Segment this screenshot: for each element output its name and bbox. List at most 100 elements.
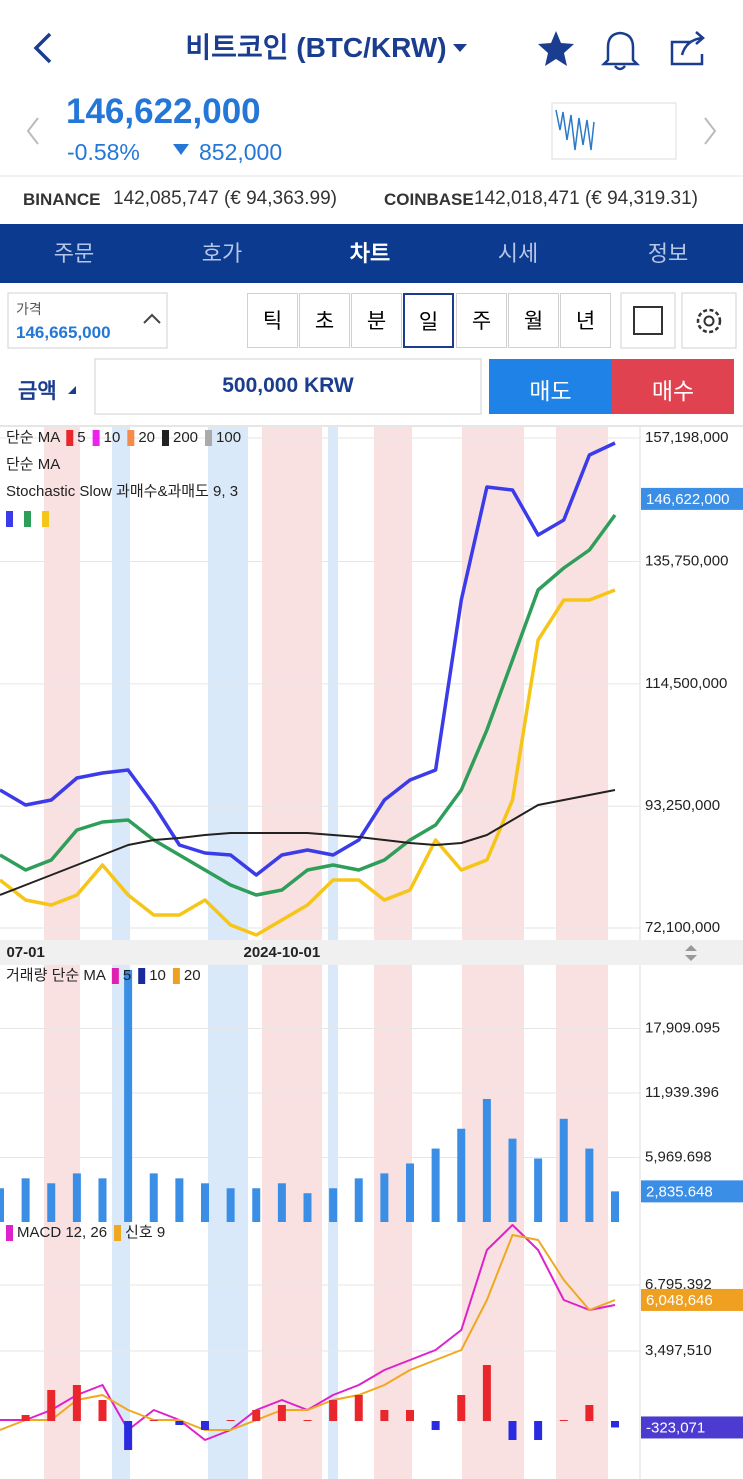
back-button[interactable]	[33, 32, 52, 64]
change: 852,000	[199, 139, 283, 165]
period-button[interactable]: 틱	[247, 293, 298, 348]
volume-bar	[406, 1163, 414, 1222]
volume-bar	[98, 1178, 107, 1222]
legend-item: 5	[77, 429, 85, 446]
tab-active[interactable]: 차트	[349, 241, 391, 266]
layout-button[interactable]	[620, 292, 676, 349]
value-badge-label: 146,622,000	[646, 491, 729, 508]
volume-bar	[303, 1193, 312, 1222]
legend-swatch	[205, 430, 213, 446]
title[interactable]: 비트코인 (BTC/KRW)	[185, 32, 447, 63]
legend-item: MACD 12, 26	[17, 1224, 107, 1241]
prev-button[interactable]	[26, 117, 39, 145]
volume-bar	[252, 1188, 261, 1222]
legend-note: 단순 MA	[6, 456, 60, 473]
value-badge-label: 6,048,646	[646, 1292, 713, 1309]
volume-bar	[47, 1183, 56, 1222]
histogram-bar	[149, 1419, 158, 1421]
next-button[interactable]	[704, 117, 717, 145]
tab[interactable]: 주문	[53, 241, 95, 266]
histogram-bar	[226, 1419, 235, 1421]
tab[interactable]: 정보	[647, 241, 689, 266]
y-tick-label: 157,198,000	[645, 429, 728, 446]
y-tick-label: 114,500,000	[645, 675, 727, 692]
histogram-bar	[534, 1420, 543, 1440]
legend-item: 100	[216, 429, 241, 446]
histogram-bar	[406, 1409, 414, 1421]
buy-button[interactable]	[612, 359, 734, 414]
period-button[interactable]: 년	[560, 293, 611, 348]
alert-icon[interactable]	[600, 31, 641, 71]
buy-label[interactable]: 매수	[651, 378, 695, 404]
value-badge	[641, 1180, 743, 1203]
histogram-bar	[277, 1404, 286, 1421]
period-button-active[interactable]: 일	[403, 293, 454, 348]
change-pct: -0.58%	[67, 139, 140, 165]
histogram-bar	[21, 1414, 30, 1421]
series-line	[0, 441, 616, 877]
histogram-bar	[124, 1420, 133, 1450]
legend-item: 20	[184, 967, 201, 984]
value-badge	[641, 487, 743, 510]
volume-bar	[457, 1128, 466, 1222]
legend-item: 신호 9	[125, 1224, 165, 1241]
value-badge	[641, 1288, 743, 1311]
volume-bar	[277, 1183, 286, 1222]
period-button[interactable]: 분	[351, 293, 402, 348]
layout-icon	[633, 306, 663, 335]
legend-item: 10	[104, 429, 121, 446]
favorite-icon[interactable]	[538, 31, 574, 66]
amount-caret[interactable]	[68, 386, 76, 394]
mini-chart-frame	[551, 102, 677, 160]
tab[interactable]: 호가	[201, 241, 243, 266]
amount-label: 금액	[18, 380, 57, 403]
chart: 72,100,000 93,250,000 114,500,000 135,750,0…	[0, 425, 743, 1479]
share-icon[interactable]	[670, 31, 705, 66]
legend-label: 거래량 단순 MA	[6, 967, 106, 984]
histogram-bar	[252, 1409, 261, 1421]
sell-button[interactable]	[489, 359, 612, 414]
volume-bar	[380, 1173, 389, 1222]
volume-bar	[175, 1178, 184, 1222]
y-tick-label: 17,909.095	[645, 1019, 720, 1036]
title-caret[interactable]	[453, 44, 467, 52]
histogram-bar	[201, 1420, 209, 1430]
volume-bar	[149, 1173, 158, 1222]
exchange-name: BINANCE	[23, 190, 101, 209]
period-button[interactable]: 초	[299, 293, 350, 348]
histogram-bar	[98, 1399, 107, 1421]
volume-bar	[534, 1158, 543, 1222]
legend-swatch	[114, 1225, 122, 1241]
legend-item: 10	[149, 967, 166, 984]
y-tick-label: 6,795,392	[645, 1276, 712, 1293]
amount-input[interactable]	[94, 358, 482, 415]
sell-label[interactable]: 매도	[529, 378, 572, 404]
price-box[interactable]	[7, 292, 168, 349]
histogram-bar	[380, 1409, 389, 1421]
volume-bar	[329, 1188, 338, 1222]
histogram-bar	[508, 1420, 517, 1440]
histogram-bar	[559, 1419, 568, 1421]
amount-value[interactable]: 500,000 KRW	[222, 374, 354, 397]
y-tick-label: 3,497,510	[645, 1342, 712, 1359]
settings-button[interactable]	[681, 292, 737, 349]
price-caret[interactable]	[143, 313, 161, 324]
legend-swatch	[6, 511, 13, 527]
volume-bar	[354, 1178, 363, 1222]
legend-swatch	[172, 968, 180, 984]
tab[interactable]: 시세	[497, 241, 539, 266]
histogram-bar	[329, 1399, 338, 1421]
legend-label: 단순 MA	[6, 429, 60, 446]
y-tick-label: 135,750,000	[645, 552, 728, 569]
volume-bar	[585, 1148, 594, 1222]
period-button[interactable]: 주	[456, 293, 507, 348]
legend-note: Stochastic Slow 과매수&과매도 9, 3	[6, 483, 238, 500]
volume-bar	[482, 1098, 491, 1222]
resize-handle[interactable]	[685, 945, 697, 961]
series-line	[0, 1234, 616, 1431]
price-box-label: 가격	[16, 301, 42, 317]
legend-item: 200	[173, 429, 198, 446]
period-button[interactable]: 월	[508, 293, 559, 348]
histogram-bar	[303, 1419, 312, 1421]
